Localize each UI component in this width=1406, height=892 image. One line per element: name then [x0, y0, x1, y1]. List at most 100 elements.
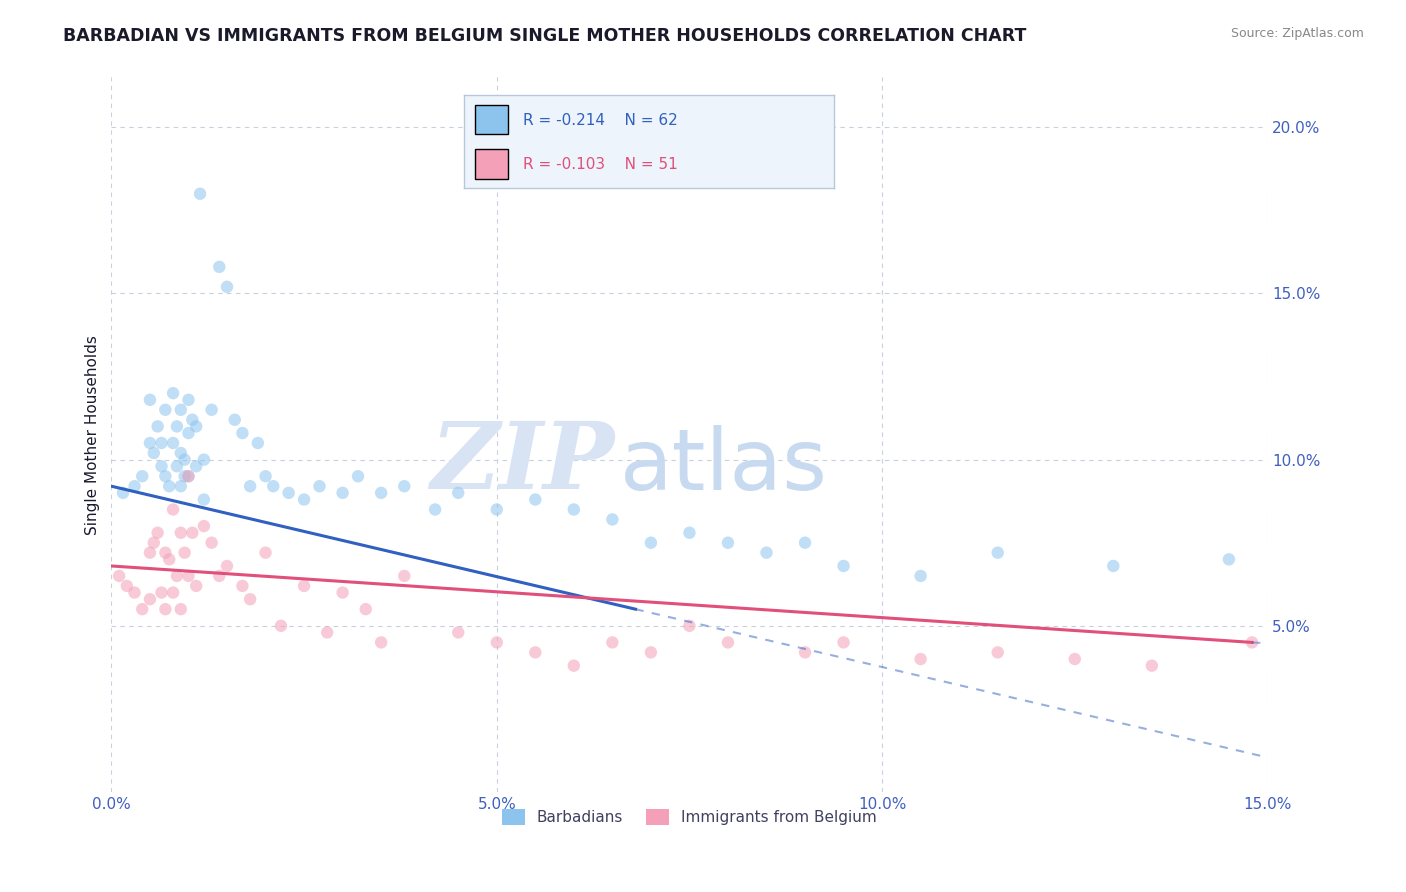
Point: [155, 402, 177, 417]
Point: [139, 592, 162, 607]
Point: [157, 479, 180, 493]
Point: [832, 635, 855, 649]
Point: [562, 658, 585, 673]
Point: [124, 585, 146, 599]
Point: [157, 552, 180, 566]
Point: [115, 579, 138, 593]
Point: [1102, 558, 1125, 573]
Point: [162, 436, 184, 450]
Point: [231, 425, 253, 440]
Point: [124, 479, 146, 493]
Point: [162, 502, 184, 516]
Point: [139, 546, 162, 560]
Point: [186, 579, 208, 593]
Legend: Barbadians, Immigrants from Belgium: Barbadians, Immigrants from Belgium: [492, 800, 886, 834]
Point: [910, 652, 932, 666]
Point: [150, 585, 173, 599]
Point: [562, 502, 585, 516]
Point: [370, 635, 392, 649]
Point: [678, 525, 700, 540]
Point: [524, 492, 547, 507]
Point: [794, 645, 817, 659]
Point: [1140, 658, 1163, 673]
Point: [239, 479, 262, 493]
Text: atlas: atlas: [620, 425, 828, 508]
Point: [181, 413, 204, 427]
Point: [150, 459, 173, 474]
Point: [239, 592, 262, 607]
Point: [173, 469, 195, 483]
Point: [316, 625, 339, 640]
Point: [142, 446, 165, 460]
Point: [146, 525, 169, 540]
Point: [524, 645, 547, 659]
Point: [602, 512, 624, 526]
Point: [394, 479, 416, 493]
Point: [193, 519, 215, 533]
Point: [186, 459, 208, 474]
Point: [131, 602, 153, 616]
Point: [717, 535, 740, 549]
Point: [193, 452, 215, 467]
Point: [177, 425, 200, 440]
Point: [177, 569, 200, 583]
Point: [208, 260, 231, 274]
Point: [170, 479, 193, 493]
Point: [200, 535, 222, 549]
Point: [177, 392, 200, 407]
Point: [170, 446, 193, 460]
Point: [832, 558, 855, 573]
Point: [678, 619, 700, 633]
Point: [1218, 552, 1240, 566]
Point: [142, 535, 165, 549]
Point: [170, 602, 193, 616]
Point: [231, 579, 253, 593]
Point: [640, 645, 662, 659]
Point: [146, 419, 169, 434]
Point: [794, 535, 817, 549]
Point: [485, 635, 508, 649]
Point: [177, 469, 200, 483]
Point: [1241, 635, 1264, 649]
Point: [215, 558, 238, 573]
Point: [246, 436, 269, 450]
Point: [108, 569, 131, 583]
Point: [447, 486, 470, 500]
Point: [139, 392, 162, 407]
Y-axis label: Single Mother Households: Single Mother Households: [86, 334, 100, 534]
Point: [423, 502, 446, 516]
Point: [166, 459, 188, 474]
Point: [181, 525, 204, 540]
Text: BARBADIAN VS IMMIGRANTS FROM BELGIUM SINGLE MOTHER HOUSEHOLDS CORRELATION CHART: BARBADIAN VS IMMIGRANTS FROM BELGIUM SIN…: [63, 27, 1026, 45]
Point: [155, 546, 177, 560]
Point: [173, 546, 195, 560]
Point: [755, 546, 778, 560]
Point: [150, 436, 173, 450]
Point: [166, 569, 188, 583]
Point: [131, 469, 153, 483]
Point: [332, 585, 354, 599]
Point: [215, 280, 238, 294]
Point: [370, 486, 392, 500]
Point: [347, 469, 370, 483]
Point: [640, 535, 662, 549]
Point: [485, 502, 508, 516]
Point: [447, 625, 470, 640]
Text: Source: ZipAtlas.com: Source: ZipAtlas.com: [1230, 27, 1364, 40]
Point: [987, 645, 1010, 659]
Point: [987, 546, 1010, 560]
Point: [254, 546, 277, 560]
Text: ZIP: ZIP: [430, 418, 614, 508]
Point: [208, 569, 231, 583]
Point: [277, 486, 299, 500]
Point: [200, 402, 222, 417]
Point: [332, 486, 354, 500]
Point: [602, 635, 624, 649]
Point: [193, 492, 215, 507]
Point: [292, 492, 315, 507]
Point: [186, 419, 208, 434]
Point: [170, 525, 193, 540]
Point: [910, 569, 932, 583]
Point: [188, 186, 211, 201]
Point: [270, 619, 292, 633]
